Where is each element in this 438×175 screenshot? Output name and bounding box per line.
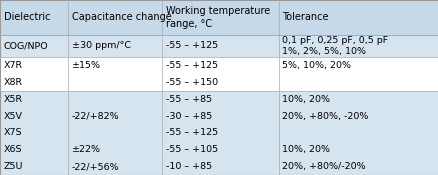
Text: X8R: X8R xyxy=(4,78,23,87)
Text: COG/NPO: COG/NPO xyxy=(4,41,48,50)
Text: Dielectric: Dielectric xyxy=(4,12,50,22)
Bar xyxy=(0,141,438,158)
Text: -10 – +85: -10 – +85 xyxy=(166,162,212,171)
Bar xyxy=(0,57,438,74)
Text: 20%, +80%/-20%: 20%, +80%/-20% xyxy=(282,162,365,171)
Text: Working temperature
range, °C: Working temperature range, °C xyxy=(166,6,269,29)
Text: X7S: X7S xyxy=(4,128,22,138)
Bar xyxy=(0,108,438,125)
Text: X6S: X6S xyxy=(4,145,22,154)
Bar xyxy=(0,91,438,108)
Text: 10%, 20%: 10%, 20% xyxy=(282,95,329,104)
Text: -55 – +85: -55 – +85 xyxy=(166,95,212,104)
Text: ±30 ppm/°C: ±30 ppm/°C xyxy=(71,41,130,50)
Bar xyxy=(0,35,438,57)
Text: 0,1 pF, 0,25 pF, 0,5 pF
1%, 2%, 5%, 10%: 0,1 pF, 0,25 pF, 0,5 pF 1%, 2%, 5%, 10% xyxy=(282,36,388,56)
Text: 20%, +80%, -20%: 20%, +80%, -20% xyxy=(282,112,368,121)
Text: -55 – +125: -55 – +125 xyxy=(166,41,218,50)
Text: -22/+82%: -22/+82% xyxy=(71,112,119,121)
Text: 5%, 10%, 20%: 5%, 10%, 20% xyxy=(282,61,350,70)
Text: X5R: X5R xyxy=(4,95,23,104)
Bar xyxy=(0,74,438,91)
Text: 10%, 20%: 10%, 20% xyxy=(282,145,329,154)
Bar xyxy=(0,0,438,35)
Text: ±22%: ±22% xyxy=(71,145,100,154)
Text: Capacitance change: Capacitance change xyxy=(71,12,171,22)
Text: -55 – +125: -55 – +125 xyxy=(166,128,218,138)
Text: -30 – +85: -30 – +85 xyxy=(166,112,212,121)
Bar xyxy=(0,125,438,141)
Text: Tolerance: Tolerance xyxy=(282,12,328,22)
Text: Z5U: Z5U xyxy=(4,162,23,171)
Text: -55 – +105: -55 – +105 xyxy=(166,145,218,154)
Text: X7R: X7R xyxy=(4,61,23,70)
Text: -55 – +125: -55 – +125 xyxy=(166,61,218,70)
Bar xyxy=(0,158,438,175)
Text: X5V: X5V xyxy=(4,112,22,121)
Text: -55 – +150: -55 – +150 xyxy=(166,78,218,87)
Text: ±15%: ±15% xyxy=(71,61,100,70)
Text: -22/+56%: -22/+56% xyxy=(71,162,119,171)
